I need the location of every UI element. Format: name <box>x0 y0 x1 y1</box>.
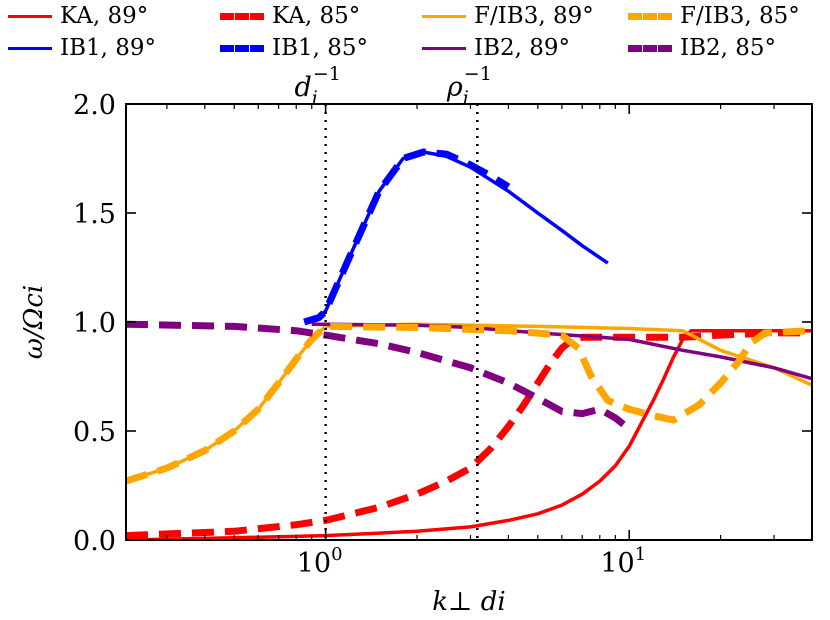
y-tick-label-2: 0.5 <box>73 417 116 448</box>
legend-swatch-3 <box>220 12 264 20</box>
series-line-3 <box>126 329 812 540</box>
y-tick-label-3: 1.0 <box>73 308 116 339</box>
reference-lines: di−1 ρi−1 <box>294 63 492 540</box>
legend-swatch-7 <box>628 12 672 20</box>
x-axis-label: k⊥ di <box>432 587 505 617</box>
legend-swatch-5 <box>422 14 466 18</box>
legend-label-6: IB2, 89° <box>474 35 571 61</box>
legend-label-2: IB1, 89° <box>60 35 157 61</box>
vline-label-1: di−1 <box>294 63 340 109</box>
series-layer <box>126 148 812 540</box>
legend-swatch-4 <box>220 44 264 52</box>
y-axis-label: ω/Ωci <box>19 285 49 359</box>
legend-label-7: F/IB3, 85° <box>680 3 800 29</box>
legend-swatch-8 <box>628 44 672 52</box>
series-line-5 <box>126 322 812 483</box>
series-line-1 <box>126 328 812 540</box>
legend-swatch-1 <box>8 14 52 18</box>
legend-label-3: KA, 85° <box>272 3 361 29</box>
legend: KA, 89° IB1, 89° KA, 85° IB1, 85° F/IB3, 89°… <box>0 0 830 70</box>
vline-label-2: ρi−1 <box>446 63 492 109</box>
legend-item-5: F/IB3, 89° <box>422 0 594 32</box>
legend-item-2: IB1, 89° <box>8 32 156 64</box>
y-tick-label-5: 2.0 <box>73 90 116 121</box>
legend-item-8: IB2, 85° <box>628 32 776 64</box>
legend-item-3: KA, 85° <box>220 0 360 32</box>
legend-item-4: IB1, 85° <box>220 32 368 64</box>
legend-item-1: KA, 89° <box>8 0 148 32</box>
legend-label-8: IB2, 85° <box>680 35 777 61</box>
x-tick-label-1: 100 <box>297 544 343 579</box>
legend-item-6: IB2, 89° <box>422 32 570 64</box>
legend-item-7: F/IB3, 85° <box>628 0 800 32</box>
y-tick-label-4: 1.5 <box>73 199 116 230</box>
legend-swatch-2 <box>8 46 52 50</box>
legend-swatch-6 <box>422 46 466 50</box>
legend-label-5: F/IB3, 89° <box>474 3 594 29</box>
series-line-7 <box>126 322 812 485</box>
legend-label-1: KA, 89° <box>60 3 149 29</box>
axis-ticks: 0.0 0.5 1.0 1.5 2.0 100 101 <box>73 90 813 579</box>
y-tick-label-1: 0.0 <box>73 526 116 557</box>
legend-label-4: IB1, 85° <box>272 35 369 61</box>
series-line-8 <box>126 320 632 432</box>
x-tick-label-2: 101 <box>600 544 646 579</box>
plot-frame <box>125 103 813 541</box>
